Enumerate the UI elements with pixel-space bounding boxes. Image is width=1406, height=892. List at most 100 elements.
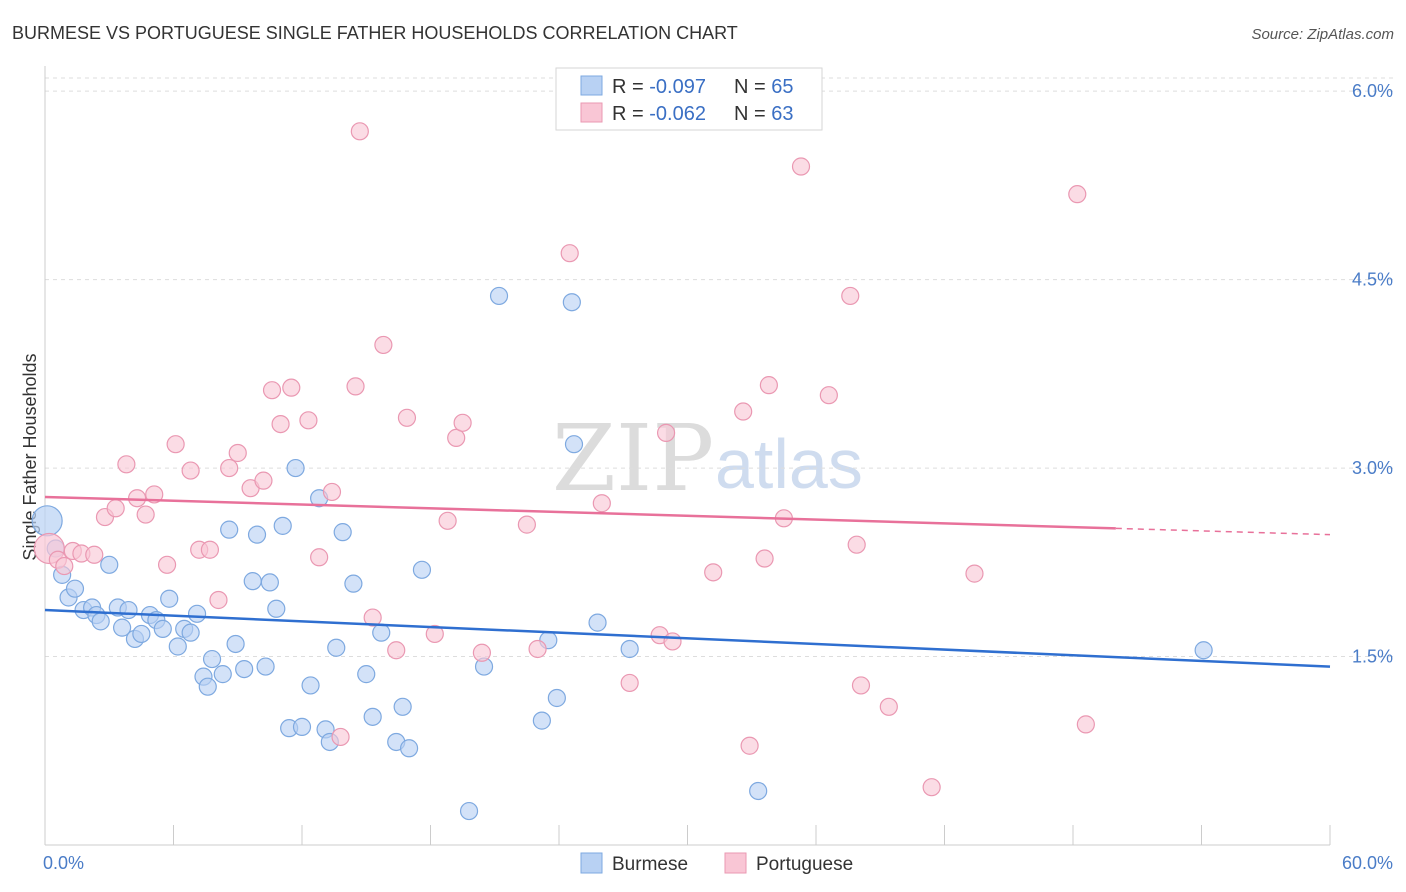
- legend-burmese-n-label: N =: [734, 76, 771, 98]
- bottom-legend-portuguese-swatch: [724, 852, 747, 874]
- legend-portuguese-n-label: N =: [734, 103, 771, 125]
- trend-lines: [44, 495, 1331, 668]
- portuguese-point: [819, 386, 838, 405]
- x-tick-label-max: 60.0%: [1342, 853, 1393, 873]
- portuguese-point: [438, 511, 457, 530]
- legend-burmese-swatch: [580, 75, 603, 96]
- portuguese-point: [734, 402, 753, 421]
- portuguese-point: [879, 697, 898, 716]
- y-tick-label: 6.0%: [1352, 81, 1393, 101]
- portuguese-point: [322, 482, 342, 502]
- burmese-point: [363, 707, 382, 726]
- legend-box: R = -0.097 N = 65 R = -0.062 N = 63: [555, 67, 823, 131]
- portuguese-point: [453, 413, 472, 432]
- portuguese-point: [157, 555, 177, 574]
- portuguese-point: [282, 378, 301, 397]
- portuguese-point: [851, 676, 871, 695]
- burmese-point: [1194, 641, 1213, 660]
- burmese-point: [327, 638, 346, 657]
- portuguese-point: [560, 244, 579, 263]
- portuguese-point: [755, 549, 774, 568]
- portuguese-point: [136, 505, 155, 524]
- burmese-point: [489, 286, 509, 306]
- burmese-point: [153, 619, 172, 638]
- portuguese-point: [1068, 185, 1087, 204]
- y-tick-label: 1.5%: [1352, 647, 1393, 667]
- portuguese-point: [145, 485, 164, 504]
- burmese-point: [187, 604, 207, 623]
- portuguese-point: [656, 423, 676, 442]
- portuguese-point: [271, 414, 290, 434]
- legend-burmese-r-label: R =: [612, 76, 649, 98]
- bottom-legend-burmese: Burmese: [612, 854, 688, 875]
- portuguese-point: [374, 335, 393, 355]
- portuguese-point: [350, 122, 369, 141]
- portuguese-point: [387, 641, 406, 660]
- legend-burmese-n: N = 65: [734, 76, 794, 98]
- burmese-point: [459, 801, 479, 821]
- burmese-point: [243, 572, 262, 591]
- burmese-point: [31, 505, 63, 537]
- chart-title: BURMESE VS PORTUGUESE SINGLE FATHER HOUS…: [12, 23, 738, 43]
- axes: [44, 66, 1331, 846]
- burmese-point: [357, 665, 376, 684]
- portuguese-point: [262, 381, 282, 400]
- burmese-points: [31, 286, 1213, 821]
- portuguese-point: [254, 471, 273, 490]
- legend-burmese-n-value: 65: [771, 76, 793, 98]
- legend-portuguese-stats: R = -0.062: [612, 103, 706, 125]
- portuguese-point: [200, 540, 220, 559]
- portuguese-point: [397, 408, 417, 427]
- burmese-point: [286, 458, 305, 478]
- burmese-point: [168, 637, 187, 656]
- burmese-point: [372, 623, 391, 642]
- portuguese-point: [310, 548, 329, 567]
- legend-portuguese-r-value: -0.062: [649, 103, 706, 125]
- portuguese-point: [117, 455, 136, 474]
- burmese-point: [273, 516, 292, 535]
- portuguese-point: [55, 556, 74, 576]
- watermark: ZIP atlas: [552, 405, 863, 512]
- bottom-legend: Burmese Portuguese: [580, 852, 853, 875]
- portuguese-point: [447, 428, 466, 448]
- portuguese-point: [220, 458, 239, 478]
- burmese-point: [112, 618, 132, 637]
- y-axis-label: Single Father Households: [20, 353, 40, 560]
- legend-portuguese-r-label: R =: [612, 103, 649, 125]
- burmese-point: [547, 688, 566, 708]
- burmese-point: [247, 525, 267, 544]
- burmese-point: [532, 711, 551, 730]
- portuguese-trend-extension: [1115, 527, 1331, 536]
- burmese-point: [91, 612, 110, 631]
- portuguese-point: [85, 545, 104, 564]
- burmese-point: [226, 634, 245, 654]
- portuguese-point: [922, 778, 941, 797]
- portuguese-point: [181, 461, 200, 480]
- burmese-trend-line: [44, 608, 1331, 668]
- portuguese-point: [740, 736, 759, 755]
- burmese-point: [333, 523, 352, 542]
- portuguese-point: [528, 639, 547, 659]
- portuguese-point: [663, 632, 682, 651]
- portuguese-point: [228, 443, 247, 463]
- x-tick-label-min: 0.0%: [43, 853, 84, 873]
- burmese-point: [564, 435, 584, 454]
- portuguese-trend-line: [44, 495, 1116, 530]
- portuguese-point: [620, 673, 639, 693]
- portuguese-point: [425, 624, 444, 644]
- legend-burmese-r-value: -0.097: [649, 76, 706, 98]
- portuguese-point: [472, 643, 491, 662]
- portuguese-points: [33, 122, 1095, 797]
- burmese-point: [100, 555, 119, 574]
- burmese-point: [235, 659, 254, 679]
- portuguese-point: [127, 489, 147, 508]
- portuguese-point: [346, 377, 365, 396]
- burmese-point: [65, 579, 85, 598]
- watermark-atlas: atlas: [715, 425, 863, 503]
- burmese-point: [412, 560, 432, 579]
- burmese-point: [260, 573, 279, 592]
- burmese-point: [301, 676, 320, 695]
- legend-portuguese-n: N = 63: [734, 103, 794, 125]
- burmese-point: [292, 717, 312, 736]
- burmese-point: [393, 697, 412, 716]
